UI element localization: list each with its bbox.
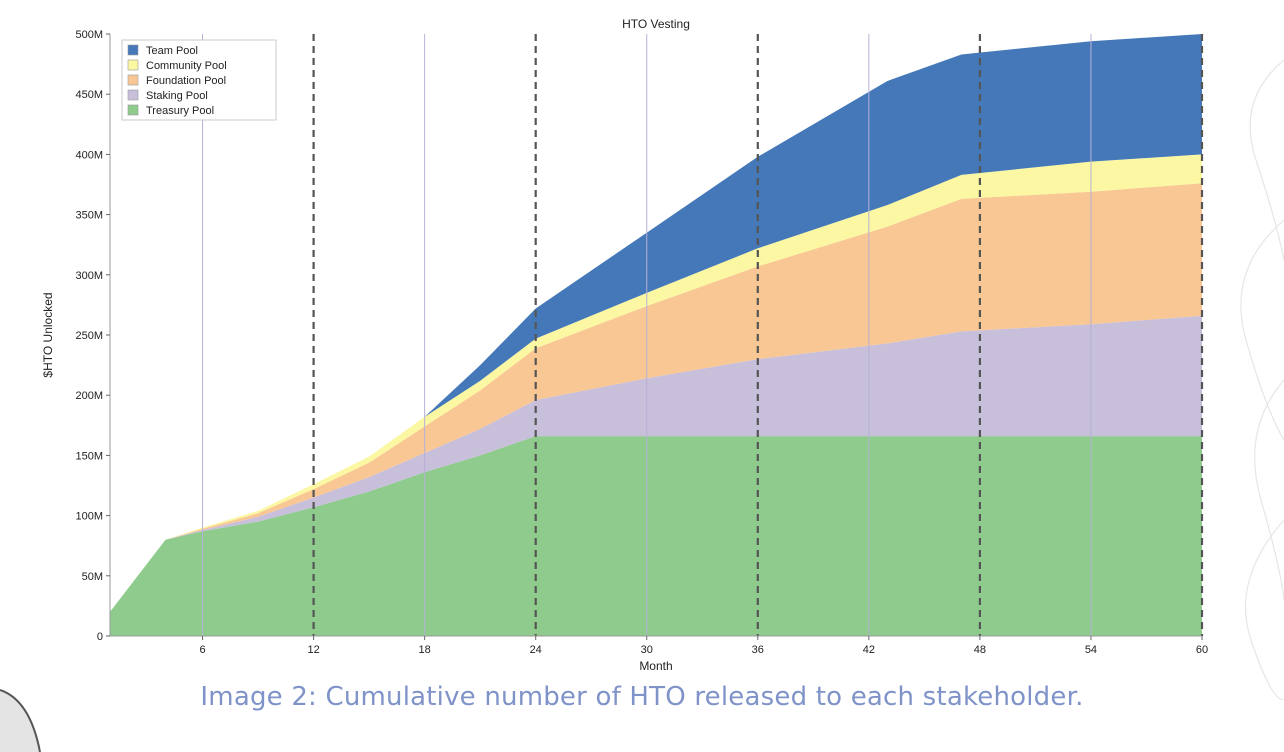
legend-label-community-pool: Community Pool (146, 60, 227, 72)
legend-swatch-staking-pool (127, 89, 139, 101)
x-tick-label: 42 (863, 644, 875, 656)
y-ticks: 0 50M 100M 150M 200M 250M 300M 350M 400M 450M 500M (75, 29, 110, 643)
x-ticks: 6 12 18 24 30 36 42 48 54 60 (199, 636, 1208, 656)
area-treasury-pool (110, 436, 1202, 636)
y-tick-label: 300M (75, 270, 103, 282)
legend-label-foundation-pool: Foundation Pool (146, 75, 226, 87)
x-tick-label: 48 (974, 644, 986, 656)
legend-swatch-foundation-pool (127, 74, 139, 86)
legend-swatch-community-pool (127, 59, 139, 71)
y-tick-label: 250M (75, 330, 103, 342)
x-tick-label: 12 (307, 644, 319, 656)
grid-lines (202, 34, 1204, 636)
y-axis-label: $HTO Unlocked (41, 292, 55, 377)
x-tick-label: 30 (641, 644, 653, 656)
legend-label-treasury-pool: Treasury Pool (146, 105, 214, 117)
legend-label-staking-pool: Staking Pool (146, 90, 208, 102)
y-tick-label: 100M (75, 511, 103, 523)
area-staking-pool (110, 315, 1202, 612)
legend-swatch-treasury-pool (127, 104, 139, 116)
legend-box (121, 39, 277, 121)
legend-label-team-pool: Team Pool (146, 45, 198, 57)
y-tick-label: 50M (82, 571, 103, 583)
area-foundation-pool (110, 183, 1202, 612)
y-tick-label: 200M (75, 390, 103, 402)
chart-title: HTO Vesting (622, 17, 690, 31)
x-tick-label: 18 (419, 644, 431, 656)
y-tick-label: 450M (75, 89, 103, 101)
y-tick-label: 150M (75, 450, 103, 462)
stacked-areas (110, 34, 1202, 636)
decorative-pattern-right (1240, 59, 1284, 700)
y-tick-label: 350M (75, 210, 103, 222)
x-axis-label: Month (639, 659, 672, 673)
x-tick-label: 54 (1085, 644, 1097, 656)
x-tick-label: 60 (1196, 644, 1208, 656)
legend: Team Pool Community Pool Foundation Pool St… (121, 39, 277, 121)
y-tick-label: 400M (75, 149, 103, 161)
y-tick-label: 500M (75, 29, 103, 41)
x-tick-label: 6 (199, 644, 205, 656)
y-tick-label: 0 (97, 631, 103, 643)
hto-vesting-chart: 6 12 18 24 30 36 42 48 54 60 0 50M 100M 150M 200M 250M… (41, 17, 1208, 673)
area-team-pool (110, 34, 1202, 612)
x-tick-label: 36 (752, 644, 764, 656)
x-tick-label: 24 (530, 644, 542, 656)
legend-swatch-team-pool (127, 44, 139, 56)
decorative-shape-left (0, 689, 41, 752)
figure-caption: Image 2: Cumulative number of HTO releas… (200, 682, 1084, 712)
